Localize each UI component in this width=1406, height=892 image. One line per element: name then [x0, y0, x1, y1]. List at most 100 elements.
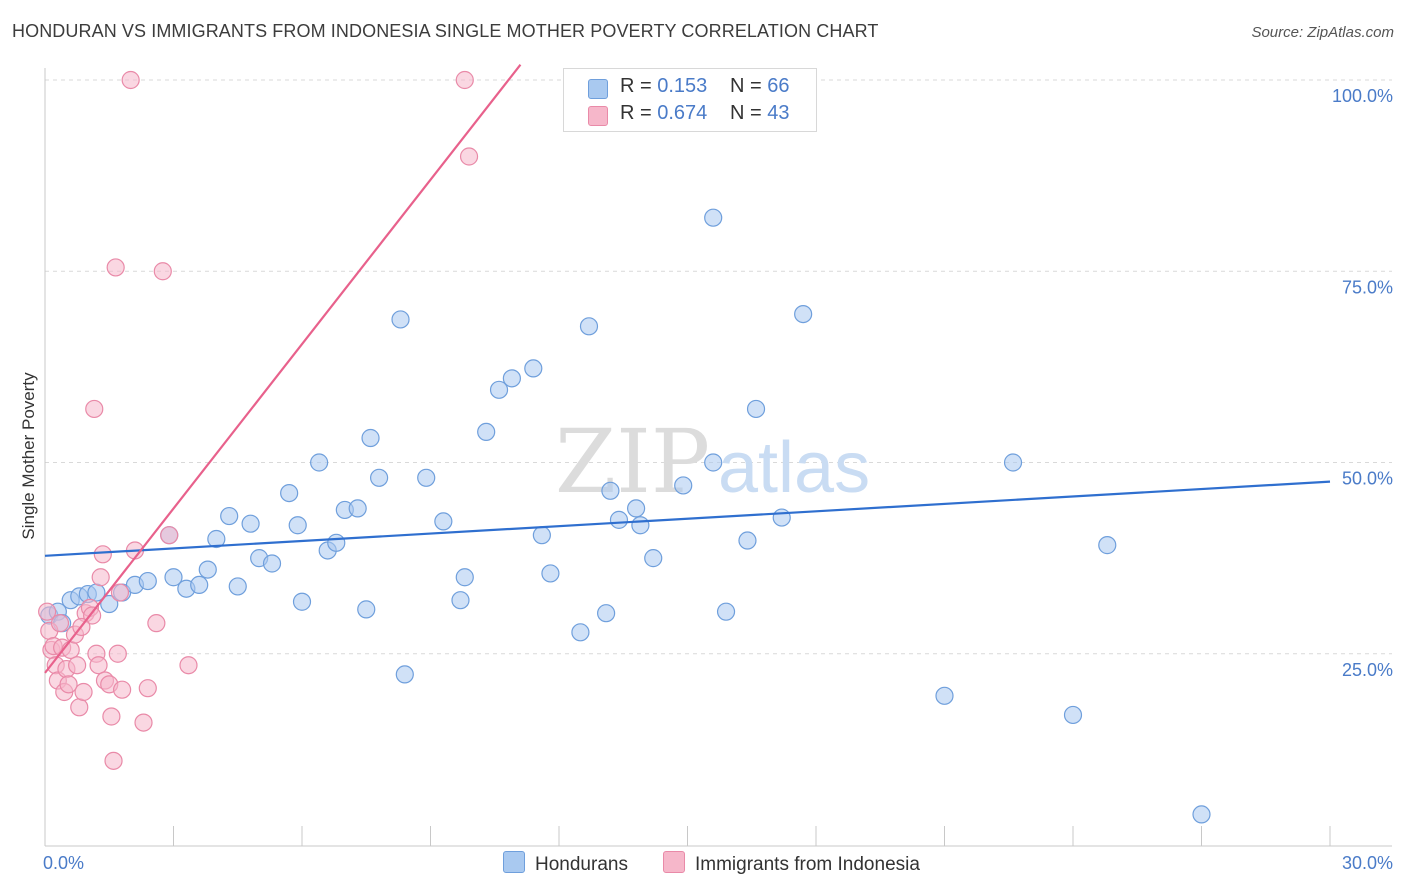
y-tick-label: 75.0%	[1342, 277, 1393, 297]
point-hondurans	[1063, 705, 1083, 725]
n-value: 43	[767, 102, 790, 124]
point-indonesia	[93, 545, 112, 564]
point-indonesia	[455, 70, 474, 90]
point-hondurans	[571, 623, 590, 642]
legend-swatch-indonesia	[588, 106, 608, 126]
legend-item-hondurans[interactable]: Hondurans	[503, 851, 628, 876]
legend-swatch-hondurans	[503, 851, 525, 873]
point-hondurans	[417, 468, 436, 487]
point-hondurans	[207, 529, 226, 549]
point-indonesia	[38, 602, 57, 621]
point-hondurans	[1003, 453, 1023, 472]
series-hondurans	[40, 208, 1211, 824]
point-hondurans	[541, 564, 560, 583]
point-hondurans	[579, 317, 599, 336]
point-indonesia	[50, 614, 70, 633]
point-hondurans	[489, 380, 509, 399]
x-tick-label: 0.0%	[43, 853, 84, 873]
point-indonesia	[108, 644, 127, 663]
y-tick-label: 100.0%	[1332, 86, 1393, 106]
point-hondurans	[228, 577, 247, 596]
point-hondurans	[164, 568, 183, 587]
stats-legend: R = 0.153 N = 66 R = 0.674 N = 43	[563, 68, 817, 132]
point-hondurans	[935, 686, 954, 705]
legend-r-hondurans: R = 0.153	[620, 75, 708, 97]
y-axis-label: Single Mother Poverty	[19, 372, 38, 540]
legend-item-indonesia[interactable]: Immigrants from Indonesia	[663, 851, 920, 876]
point-hondurans	[601, 481, 620, 500]
point-indonesia	[179, 656, 198, 675]
point-hondurans	[262, 554, 282, 573]
point-indonesia	[134, 713, 153, 732]
point-hondurans	[451, 591, 470, 610]
watermark: ZIP atlas	[555, 410, 870, 513]
tick-labels: 25.0% 50.0% 75.0% 100.0% 0.0% 30.0%	[43, 86, 1393, 873]
point-hondurans	[477, 422, 496, 441]
point-hondurans	[597, 604, 616, 623]
point-hondurans	[190, 575, 209, 595]
trend-line-hondurans	[44, 480, 1331, 557]
point-hondurans	[609, 510, 629, 529]
point-hondurans	[348, 499, 367, 518]
point-indonesia	[112, 680, 132, 699]
point-hondurans	[1098, 536, 1117, 555]
point-indonesia	[61, 640, 80, 660]
point-indonesia	[121, 70, 140, 90]
legend-row-indonesia: R = 0.674 N = 43	[564, 102, 816, 130]
point-hondurans	[292, 592, 312, 611]
point-indonesia	[106, 258, 125, 277]
point-indonesia	[74, 682, 93, 702]
point-hondurans	[631, 516, 650, 535]
point-hondurans	[794, 304, 813, 324]
axes	[44, 68, 1392, 847]
y-tick-label: 50.0%	[1342, 469, 1393, 489]
point-hondurans	[288, 516, 307, 535]
series-indonesia	[38, 70, 479, 770]
point-indonesia	[70, 698, 89, 717]
point-indonesia	[110, 583, 130, 602]
grid-lines	[45, 79, 1392, 655]
source-label: Source: ZipAtlas.com	[1251, 24, 1394, 41]
point-hondurans	[357, 600, 376, 619]
point-hondurans	[100, 594, 119, 614]
point-hondurans	[738, 531, 757, 550]
legend-n-indonesia: N = 43	[730, 102, 790, 124]
point-hondurans	[502, 369, 521, 388]
legend-label-hondurans: Hondurans	[535, 854, 628, 875]
point-indonesia	[147, 614, 166, 633]
r-value: 0.153	[657, 75, 708, 97]
point-hondurans	[138, 571, 157, 591]
watermark-atlas: atlas	[718, 428, 870, 508]
legend-label-indonesia: Immigrants from Indonesia	[695, 854, 920, 875]
legend-row-hondurans: R = 0.153 N = 66	[564, 75, 816, 103]
point-hondurans	[455, 568, 474, 587]
point-hondurans	[310, 453, 329, 472]
point-indonesia	[102, 707, 121, 726]
point-indonesia	[459, 147, 479, 166]
point-indonesia	[68, 656, 87, 675]
point-hondurans	[395, 665, 414, 684]
point-hondurans	[746, 399, 766, 419]
point-hondurans	[704, 208, 723, 227]
point-indonesia	[138, 679, 157, 698]
point-indonesia	[91, 568, 110, 587]
point-hondurans	[1192, 805, 1211, 824]
point-hondurans	[626, 499, 646, 518]
point-hondurans	[370, 468, 389, 487]
legend-n-hondurans: N = 66	[730, 75, 790, 97]
series-legend: Hondurans Immigrants from Indonesia	[0, 851, 1406, 877]
x-tick-label: 30.0%	[1342, 853, 1393, 873]
point-hondurans	[241, 514, 260, 533]
point-hondurans	[361, 428, 380, 448]
point-indonesia	[153, 262, 172, 281]
point-hondurans	[327, 533, 346, 552]
watermark-zip: ZIP	[555, 410, 710, 513]
point-hondurans	[644, 549, 663, 568]
point-indonesia	[59, 675, 78, 694]
point-hondurans	[391, 310, 410, 329]
trend-lines	[44, 64, 1331, 674]
trend-line-indonesia	[44, 64, 522, 674]
legend-swatch-hondurans	[588, 79, 608, 99]
point-hondurans	[716, 602, 736, 621]
